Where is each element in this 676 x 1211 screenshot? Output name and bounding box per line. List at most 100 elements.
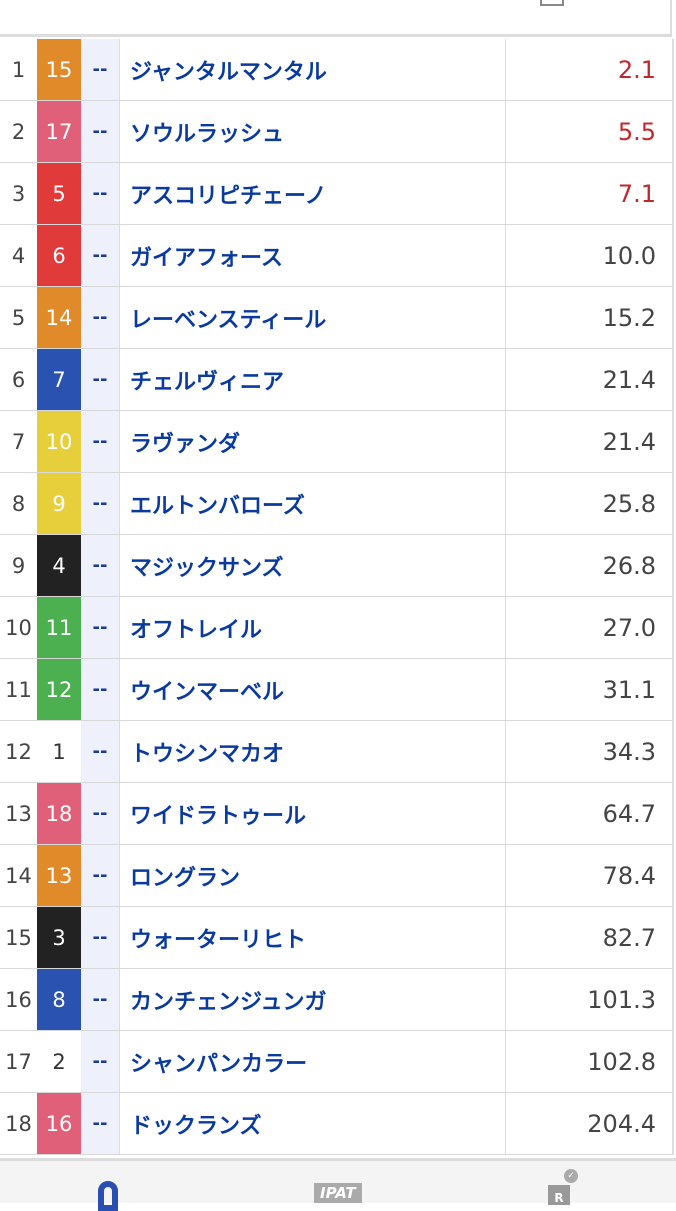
horse-number: 5	[37, 162, 81, 225]
horse-name-link[interactable]: ウォーターリヒト	[119, 906, 506, 969]
table-row[interactable]: 3 5 -- アスコリピチェーノ 7.1	[0, 162, 674, 225]
table-row[interactable]: 16 8 -- カンチェンジュンガ 101.3	[0, 968, 674, 1031]
rank: 12	[0, 720, 37, 783]
prediction-mark[interactable]: --	[81, 596, 120, 659]
table-row[interactable]: 18 16 -- ドックランズ 204.4	[0, 1092, 674, 1155]
rank: 10	[0, 596, 37, 659]
horse-name-link[interactable]: カンチェンジュンガ	[119, 968, 506, 1031]
horse-name-link[interactable]: ドックランズ	[119, 1092, 506, 1155]
top-bar	[0, 0, 672, 37]
horse-name-link[interactable]: ワイドラトゥール	[119, 782, 506, 845]
rank: 8	[0, 472, 37, 535]
prediction-mark[interactable]: --	[81, 1092, 120, 1155]
map-pin-icon[interactable]	[98, 1181, 118, 1211]
horse-number: 3	[37, 906, 81, 969]
odds: 102.8	[505, 1030, 674, 1093]
odds: 10.0	[505, 224, 674, 287]
horse-name-link[interactable]: ガイアフォース	[119, 224, 506, 287]
prediction-mark[interactable]: --	[81, 162, 120, 225]
rank: 14	[0, 844, 37, 907]
horse-number: 6	[37, 224, 81, 287]
odds: 25.8	[505, 472, 674, 535]
horse-number: 16	[37, 1092, 81, 1155]
prediction-mark[interactable]: --	[81, 782, 120, 845]
horse-name-link[interactable]: オフトレイル	[119, 596, 506, 659]
odds: 82.7	[505, 906, 674, 969]
rank: 1	[0, 39, 37, 101]
horse-name-link[interactable]: ロングラン	[119, 844, 506, 907]
bottom-nav: IPAT R ✓	[0, 1158, 676, 1211]
odds: 78.4	[505, 844, 674, 907]
table-row[interactable]: 4 6 -- ガイアフォース 10.0	[0, 224, 674, 287]
odds: 31.1	[505, 658, 674, 721]
horse-name-link[interactable]: トウシンマカオ	[119, 720, 506, 783]
horse-number: 13	[37, 844, 81, 907]
horse-name-link[interactable]: ウインマーベル	[119, 658, 506, 721]
table-row[interactable]: 14 13 -- ロングラン 78.4	[0, 844, 674, 907]
odds-table: 1 15 -- ジャンタルマンタル 2.1 2 17 -- ソウルラッシュ 5.5…	[0, 39, 674, 1155]
rank: 11	[0, 658, 37, 721]
prediction-mark[interactable]: --	[81, 224, 120, 287]
horse-name-link[interactable]: シャンパンカラー	[119, 1030, 506, 1093]
prediction-mark[interactable]: --	[81, 968, 120, 1031]
prediction-mark[interactable]: --	[81, 844, 120, 907]
odds: 26.8	[505, 534, 674, 597]
table-row[interactable]: 13 18 -- ワイドラトゥール 64.7	[0, 782, 674, 845]
table-row[interactable]: 6 7 -- チェルヴィニア 21.4	[0, 348, 674, 411]
table-row[interactable]: 15 3 -- ウォーターリヒト 82.7	[0, 906, 674, 969]
race-icon[interactable]: R	[548, 1185, 570, 1205]
prediction-mark[interactable]: --	[81, 286, 120, 349]
checkbox-icon[interactable]	[540, 0, 564, 6]
table-row[interactable]: 2 17 -- ソウルラッシュ 5.5	[0, 100, 674, 163]
rank: 15	[0, 906, 37, 969]
rank: 3	[0, 162, 37, 225]
prediction-mark[interactable]: --	[81, 348, 120, 411]
table-row[interactable]: 11 12 -- ウインマーベル 31.1	[0, 658, 674, 721]
horse-name-link[interactable]: チェルヴィニア	[119, 348, 506, 411]
horse-name-link[interactable]: ラヴァンダ	[119, 410, 506, 473]
horse-name-link[interactable]: レーベンスティール	[119, 286, 506, 349]
table-row[interactable]: 8 9 -- エルトンバローズ 25.8	[0, 472, 674, 535]
horse-number: 7	[37, 348, 81, 411]
horse-name-link[interactable]: マジックサンズ	[119, 534, 506, 597]
prediction-mark[interactable]: --	[81, 39, 120, 101]
horse-number: 18	[37, 782, 81, 845]
horse-number: 9	[37, 472, 81, 535]
table-row[interactable]: 10 11 -- オフトレイル 27.0	[0, 596, 674, 659]
horse-number: 15	[37, 39, 81, 101]
prediction-mark[interactable]: --	[81, 534, 120, 597]
rank: 17	[0, 1030, 37, 1093]
rank: 6	[0, 348, 37, 411]
odds: 21.4	[505, 410, 674, 473]
horse-name-link[interactable]: ソウルラッシュ	[119, 100, 506, 163]
table-row[interactable]: 7 10 -- ラヴァンダ 21.4	[0, 410, 674, 473]
horse-name-link[interactable]: エルトンバローズ	[119, 472, 506, 535]
rank: 13	[0, 782, 37, 845]
table-row[interactable]: 9 4 -- マジックサンズ 26.8	[0, 534, 674, 597]
odds: 204.4	[505, 1092, 674, 1155]
table-row[interactable]: 5 14 -- レーベンスティール 15.2	[0, 286, 674, 349]
odds: 7.1	[505, 162, 674, 225]
horse-number: 11	[37, 596, 81, 659]
odds: 64.7	[505, 782, 674, 845]
odds: 5.5	[505, 100, 674, 163]
table-row[interactable]: 1 15 -- ジャンタルマンタル 2.1	[0, 39, 674, 101]
horse-name-link[interactable]: ジャンタルマンタル	[119, 39, 506, 101]
ipat-button[interactable]: IPAT	[314, 1183, 362, 1203]
odds: 2.1	[505, 39, 674, 101]
table-row[interactable]: 17 2 -- シャンパンカラー 102.8	[0, 1030, 674, 1093]
prediction-mark[interactable]: --	[81, 472, 120, 535]
prediction-mark[interactable]: --	[81, 720, 120, 783]
prediction-mark[interactable]: --	[81, 1030, 120, 1093]
check-badge-icon: ✓	[564, 1169, 578, 1183]
prediction-mark[interactable]: --	[81, 906, 120, 969]
horse-number: 2	[37, 1030, 81, 1093]
rank: 18	[0, 1092, 37, 1155]
prediction-mark[interactable]: --	[81, 100, 120, 163]
horse-number: 12	[37, 658, 81, 721]
prediction-mark[interactable]: --	[81, 410, 120, 473]
horse-name-link[interactable]: アスコリピチェーノ	[119, 162, 506, 225]
prediction-mark[interactable]: --	[81, 658, 120, 721]
table-row[interactable]: 12 1 -- トウシンマカオ 34.3	[0, 720, 674, 783]
horse-number: 8	[37, 968, 81, 1031]
